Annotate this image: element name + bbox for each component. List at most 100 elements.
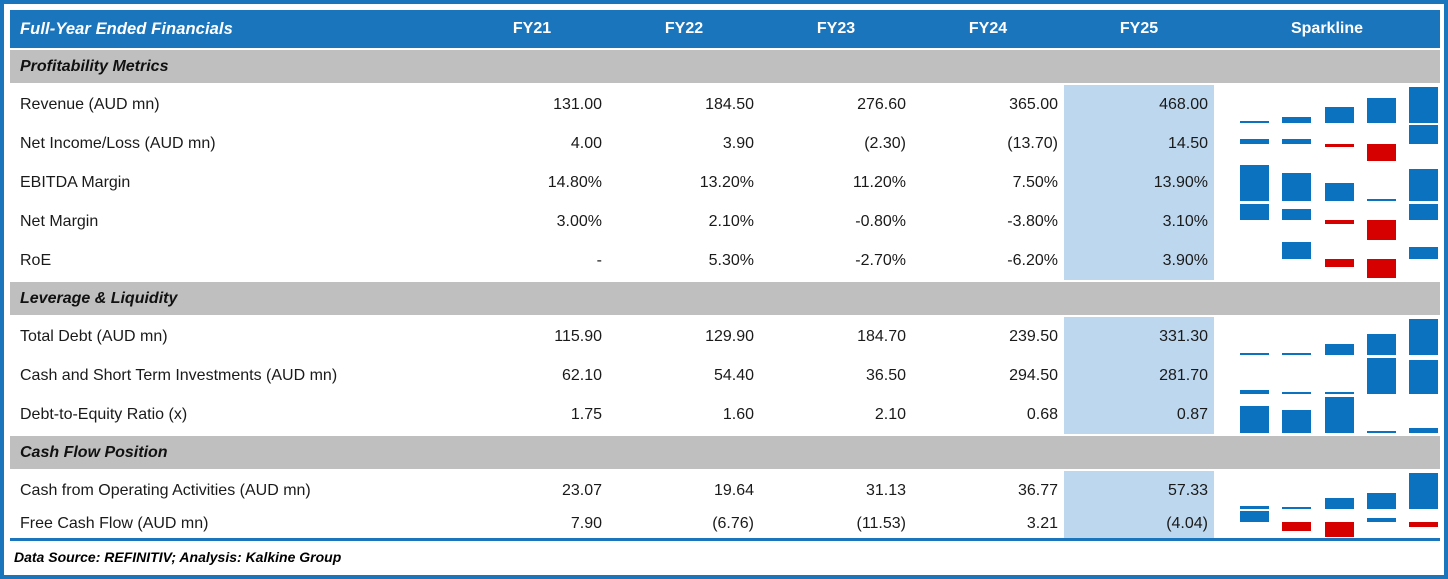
sparkline-slot <box>1366 126 1396 162</box>
cell-fy23: 36.50 <box>865 366 906 384</box>
cell-fy21: 3.00% <box>556 212 602 230</box>
cell-fy21: 115.90 <box>554 327 602 345</box>
footer-separator <box>10 538 1440 541</box>
cell-fy23: -2.70% <box>855 251 906 269</box>
sparkline-slot <box>1324 126 1354 162</box>
table-row: Free Cash Flow (AUD mn) 7.90 (6.76) (11.… <box>10 510 1440 538</box>
cell-fy23: 31.13 <box>865 481 906 499</box>
sparkline-slot <box>1282 358 1312 394</box>
cell-fy22: 1.60 <box>722 405 754 423</box>
cell-fy24: 239.50 <box>1009 327 1058 345</box>
sparkline-slot <box>1282 319 1312 355</box>
sparkline-slot <box>1240 203 1269 240</box>
sparkline-bar-positive <box>1409 472 1438 509</box>
sparkline-bar-positive <box>1240 120 1269 123</box>
sparkline-bar-negative <box>1366 259 1396 279</box>
table-title: Full-Year Ended Financials <box>20 19 233 38</box>
sparkline-bar-positive <box>1240 405 1269 433</box>
sparkline-bar-negative <box>1366 219 1396 240</box>
sparkline-bar-negative <box>1324 219 1354 224</box>
sparkline-bar-positive <box>1409 427 1438 433</box>
cell-fy24: (13.70) <box>1007 134 1058 152</box>
sparkline-slot <box>1366 473 1396 509</box>
sparkline-slot <box>1409 472 1438 509</box>
sparkline-slot <box>1366 165 1396 201</box>
cell-fy21: 4.00 <box>570 134 602 152</box>
sparkline-chart <box>1214 202 1440 241</box>
sparkline-slot <box>1324 165 1354 201</box>
cell-fy21: 131.00 <box>553 95 602 113</box>
cell-fy23: (2.30) <box>864 134 906 152</box>
sparkline-bar-positive <box>1366 357 1396 394</box>
section-title: Cash Flow Position <box>20 443 168 461</box>
cell-fy23: 2.10 <box>874 405 906 423</box>
sparkline-slot <box>1240 473 1269 509</box>
cell-fy22: (6.76) <box>712 515 754 532</box>
table-row: Total Debt (AUD mn) 115.90 129.90 184.70… <box>10 317 1440 356</box>
cell-fy25: 57.33 <box>1064 471 1214 510</box>
sparkline-bar-positive <box>1324 106 1354 123</box>
sparkline-slot <box>1409 511 1438 537</box>
sparkline-chart <box>1214 124 1440 163</box>
sparkline-slot <box>1282 473 1312 509</box>
sparkline-bar-positive <box>1282 139 1312 144</box>
cell-fy21: 14.80% <box>547 173 602 191</box>
sparkline-slot <box>1282 87 1312 123</box>
sparkline-slot <box>1240 126 1269 162</box>
cell-fy21: - <box>596 251 602 269</box>
sparkline-bar-positive <box>1409 86 1438 123</box>
sparkline-bar-positive <box>1240 510 1269 522</box>
col-header-fy24: FY24 <box>968 20 1008 37</box>
sparkline-slot <box>1366 204 1396 240</box>
sparkline-slot <box>1282 397 1312 433</box>
cell-fy24: 365.00 <box>1009 95 1058 113</box>
sparkline-bar-positive <box>1366 517 1396 522</box>
sparkline-bar-positive <box>1324 343 1354 355</box>
cell-fy24: 294.50 <box>1009 366 1058 384</box>
cell-fy24: -3.80% <box>1007 212 1058 230</box>
table-row: Revenue (AUD mn) 131.00 184.50 276.60 36… <box>10 85 1440 124</box>
section-header-row: Cash Flow Position <box>10 434 1440 471</box>
sparkline-slot <box>1366 357 1396 394</box>
sparkline-bar-positive <box>1409 203 1438 220</box>
table-row: Net Margin 3.00% 2.10% -0.80% -3.80% 3.1… <box>10 202 1440 241</box>
cell-fy25: 14.50 <box>1064 124 1214 163</box>
sparkline-chart <box>1214 317 1440 356</box>
row-label: EBITDA Margin <box>20 173 131 191</box>
table-row: Cash and Short Term Investments (AUD mn)… <box>10 356 1440 395</box>
sparkline-slot <box>1409 203 1438 240</box>
sparkline-slot <box>1366 243 1396 279</box>
sparkline-bar-positive <box>1240 352 1269 355</box>
row-label: Free Cash Flow (AUD mn) <box>20 515 209 532</box>
sparkline-slot <box>1409 318 1438 355</box>
sparkline-bar-positive <box>1282 409 1312 433</box>
cell-fy22: 2.10% <box>708 212 754 230</box>
sparkline-bar-positive <box>1282 391 1312 394</box>
sparkline-chart <box>1214 85 1440 124</box>
data-source-note: Data Source: REFINITIV; Analysis: Kalkin… <box>14 549 342 565</box>
cell-fy24: 7.50% <box>1012 173 1058 191</box>
sparkline-chart <box>1214 163 1440 202</box>
row-label: Net Income/Loss (AUD mn) <box>20 134 216 152</box>
cell-fy24: 3.21 <box>1026 515 1058 532</box>
section-header-row: Leverage & Liquidity <box>10 280 1440 317</box>
sparkline-bar-positive <box>1282 208 1312 220</box>
sparkline-chart <box>1214 395 1440 434</box>
col-header-fy25: FY25 <box>1119 20 1159 37</box>
sparkline-bar-positive <box>1366 97 1396 123</box>
sparkline-slot <box>1409 397 1438 433</box>
sparkline-slot <box>1409 86 1438 123</box>
sparkline-slot <box>1240 510 1269 537</box>
sparkline-slot <box>1409 125 1438 162</box>
row-label: Net Margin <box>20 212 99 230</box>
sparkline-slot <box>1409 358 1438 394</box>
sparkline-chart <box>1214 471 1440 510</box>
section-title: Profitability Metrics <box>20 57 169 75</box>
sparkline-bar-positive <box>1240 139 1269 144</box>
sparkline-slot <box>1240 243 1269 279</box>
sparkline-slot <box>1240 164 1269 201</box>
sparkline-bar-positive <box>1240 505 1269 509</box>
cell-fy24: 0.68 <box>1026 405 1058 423</box>
sparkline-bar-positive <box>1366 333 1396 355</box>
sparkline-slot <box>1324 204 1354 240</box>
